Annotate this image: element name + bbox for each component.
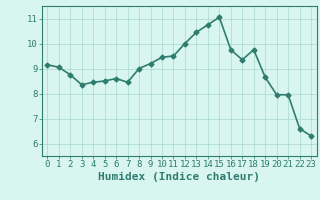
X-axis label: Humidex (Indice chaleur): Humidex (Indice chaleur) (98, 172, 260, 182)
